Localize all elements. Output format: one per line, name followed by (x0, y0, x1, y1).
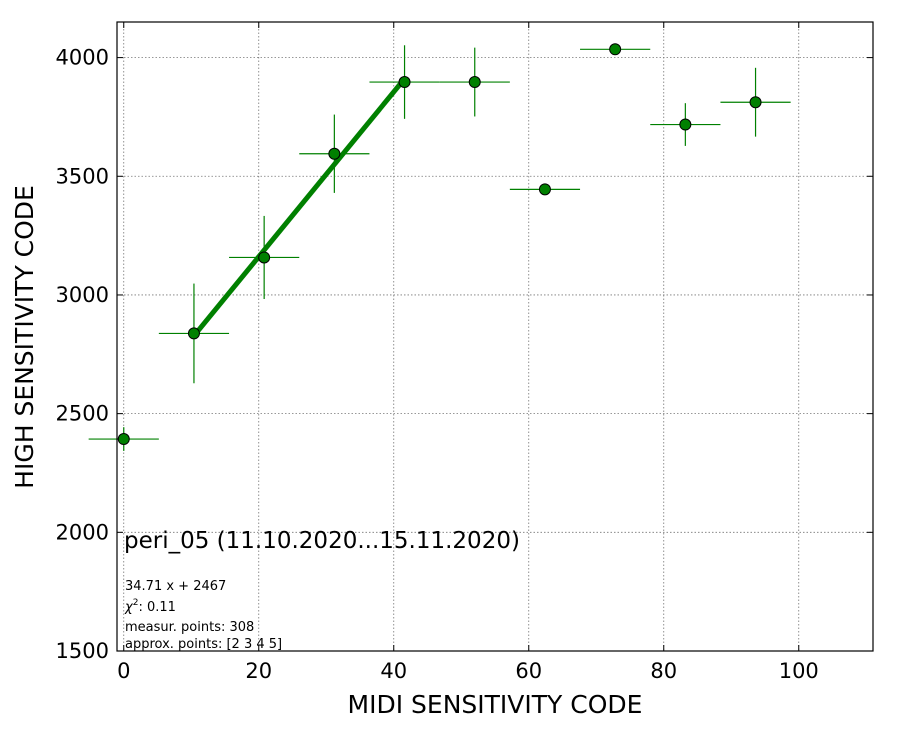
fit-line (192, 77, 407, 338)
annotation-chi2: χ2: 0.11 (124, 598, 176, 615)
x-tick-label: 100 (779, 659, 819, 683)
data-point (398, 76, 411, 89)
data-point (468, 76, 481, 89)
chi2-superscript: 2 (133, 598, 139, 608)
x-tick-label: 60 (515, 659, 542, 683)
data-point (538, 183, 551, 196)
x-tick-label: 80 (650, 659, 677, 683)
y-tick-label: 3500 (56, 164, 109, 188)
chi2-value: : 0.11 (138, 600, 175, 615)
data-point (258, 251, 271, 264)
x-tick-label: 40 (380, 659, 407, 683)
data-point (749, 96, 762, 109)
axis-ticks: 0 20 40 60 80 100 1500 2000 2500 3000 3500 4000 (56, 22, 873, 683)
annotation-approx-points: approx. points: [2 3 4 5] (125, 637, 282, 652)
data-point (117, 433, 130, 446)
x-tick-label: 20 (245, 659, 272, 683)
annotation-measur-points: measur. points: 308 (125, 620, 254, 635)
y-tick-label: 2500 (56, 402, 109, 426)
y-tick-label: 1500 (56, 639, 109, 663)
plot-frame (116, 21, 874, 652)
data-point (609, 43, 622, 56)
y-tick-label: 4000 (56, 46, 109, 70)
chi2-symbol: χ (124, 600, 134, 615)
y-tick-label: 2000 (56, 520, 109, 544)
data-point (187, 327, 200, 340)
data-point (679, 118, 692, 131)
x-tick-label: 0 (117, 659, 130, 683)
fit-line-group (192, 77, 407, 338)
annotation-equation: 34.71 x + 2467 (125, 579, 226, 594)
x-axis-label: MIDI SENSITIVITY CODE (348, 690, 643, 719)
y-axis-label: HIGH SENSITIVITY CODE (10, 185, 39, 489)
data-point (328, 147, 341, 160)
annotation-title: peri_05 (11.10.2020...15.11.2020) (124, 528, 520, 554)
data-markers (117, 43, 762, 446)
y-tick-label: 3000 (56, 283, 109, 307)
